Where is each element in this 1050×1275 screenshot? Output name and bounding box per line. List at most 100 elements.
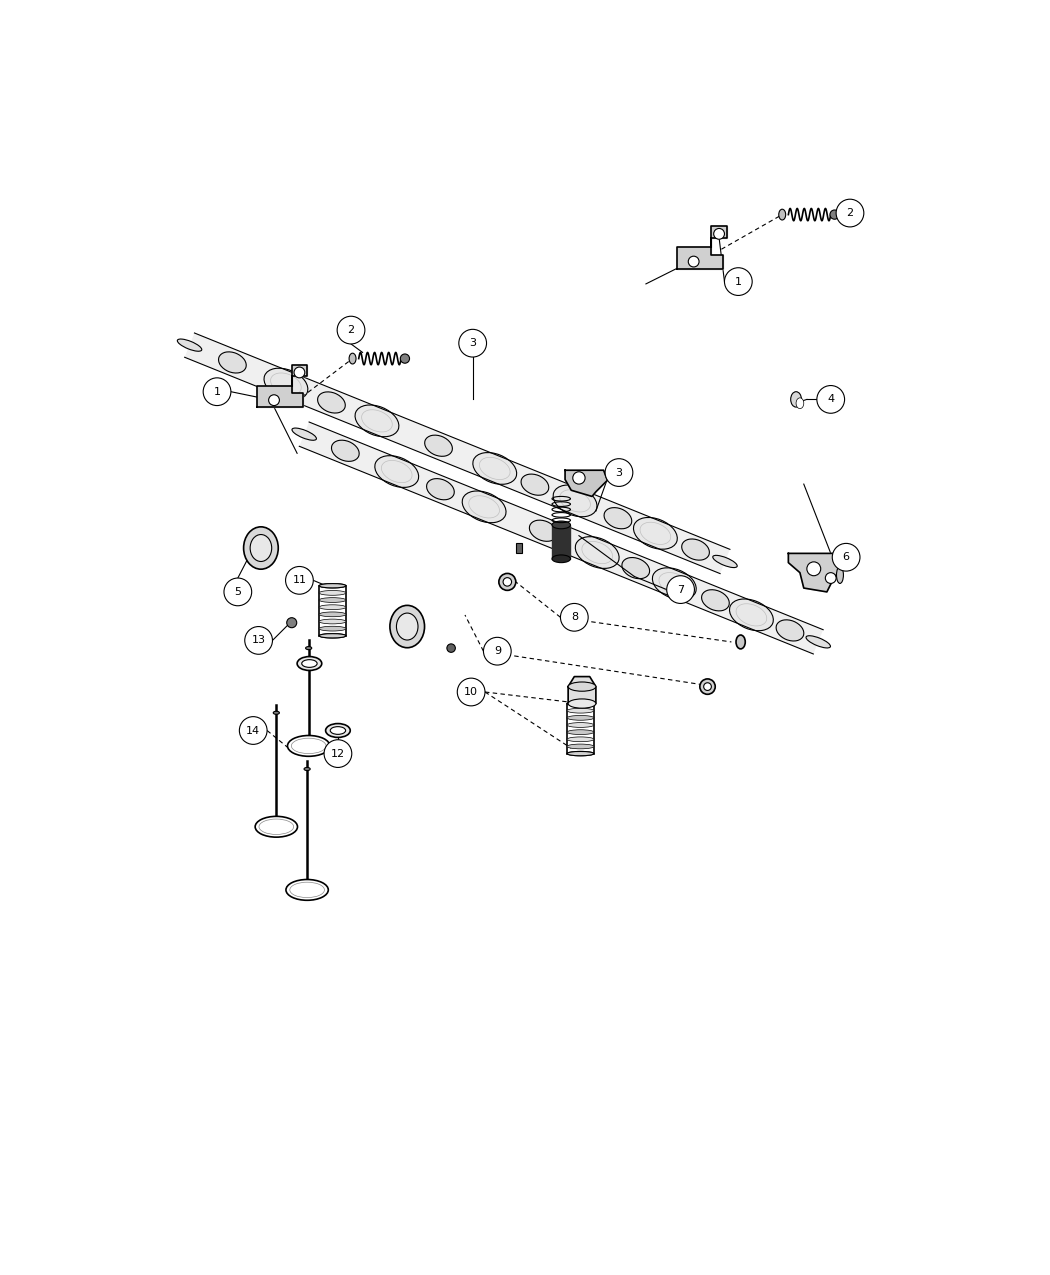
Circle shape [458,678,485,706]
Ellipse shape [288,736,330,756]
Polygon shape [299,422,823,654]
Circle shape [573,472,585,484]
Ellipse shape [319,598,346,602]
Circle shape [806,562,821,576]
Ellipse shape [292,428,316,440]
Text: 13: 13 [252,635,266,645]
Text: 9: 9 [494,646,501,657]
Circle shape [817,385,844,413]
Ellipse shape [529,520,558,542]
Polygon shape [185,333,730,574]
Ellipse shape [567,729,594,734]
Ellipse shape [390,606,424,648]
Ellipse shape [306,646,312,650]
Ellipse shape [633,518,677,550]
Ellipse shape [330,727,345,734]
Circle shape [337,316,365,344]
Ellipse shape [736,635,746,649]
Circle shape [724,268,752,296]
Ellipse shape [319,584,346,588]
Polygon shape [677,226,727,269]
Circle shape [204,377,231,405]
Ellipse shape [319,634,346,639]
Circle shape [667,576,694,603]
Ellipse shape [250,534,272,561]
Circle shape [224,578,252,606]
Polygon shape [552,525,570,558]
Text: 2: 2 [846,208,854,218]
Ellipse shape [604,507,632,529]
Ellipse shape [713,556,737,567]
Ellipse shape [567,751,594,756]
Ellipse shape [552,555,570,562]
Ellipse shape [521,474,549,495]
Ellipse shape [332,440,359,462]
Ellipse shape [317,391,345,413]
Circle shape [324,740,352,768]
Ellipse shape [319,604,346,609]
Text: 1: 1 [735,277,741,287]
Ellipse shape [264,368,308,400]
Polygon shape [565,470,607,496]
Text: 6: 6 [842,552,849,562]
Circle shape [287,617,297,627]
Ellipse shape [397,613,418,640]
Ellipse shape [776,620,804,641]
Ellipse shape [567,715,594,720]
Ellipse shape [568,682,596,691]
Ellipse shape [273,711,279,714]
Circle shape [689,256,699,266]
Polygon shape [257,365,307,407]
Circle shape [699,678,715,695]
Circle shape [503,578,511,586]
Text: 4: 4 [827,394,835,404]
Ellipse shape [304,768,310,770]
Circle shape [245,626,273,654]
Text: 1: 1 [213,386,220,397]
Circle shape [836,199,864,227]
Ellipse shape [244,527,278,569]
Text: 3: 3 [469,338,477,348]
Circle shape [294,367,304,377]
Ellipse shape [681,539,710,560]
Circle shape [459,329,486,357]
Ellipse shape [791,391,801,407]
Ellipse shape [472,453,517,484]
Polygon shape [568,677,596,704]
Ellipse shape [730,599,774,631]
Ellipse shape [297,657,321,671]
Circle shape [483,638,511,666]
Ellipse shape [806,636,831,648]
Ellipse shape [424,435,453,456]
Ellipse shape [286,880,329,900]
Circle shape [825,572,836,584]
Ellipse shape [796,398,804,409]
Circle shape [447,644,456,653]
Ellipse shape [567,723,594,727]
Ellipse shape [567,709,594,713]
Polygon shape [789,553,842,592]
Ellipse shape [701,590,730,611]
Ellipse shape [319,584,346,588]
Circle shape [269,395,279,405]
Ellipse shape [462,491,506,523]
Text: 12: 12 [331,748,345,759]
Circle shape [286,566,313,594]
Text: 7: 7 [677,585,685,594]
Ellipse shape [567,751,594,756]
Ellipse shape [575,537,620,569]
Text: 14: 14 [246,725,260,736]
Ellipse shape [779,209,785,221]
Circle shape [833,543,860,571]
Circle shape [499,574,516,590]
Circle shape [561,603,588,631]
Ellipse shape [255,816,297,838]
Ellipse shape [837,566,843,584]
Text: 11: 11 [292,575,307,585]
Ellipse shape [568,699,596,708]
Ellipse shape [375,455,419,487]
Ellipse shape [567,745,594,748]
Ellipse shape [326,724,351,737]
Circle shape [239,717,267,745]
Ellipse shape [319,626,346,631]
